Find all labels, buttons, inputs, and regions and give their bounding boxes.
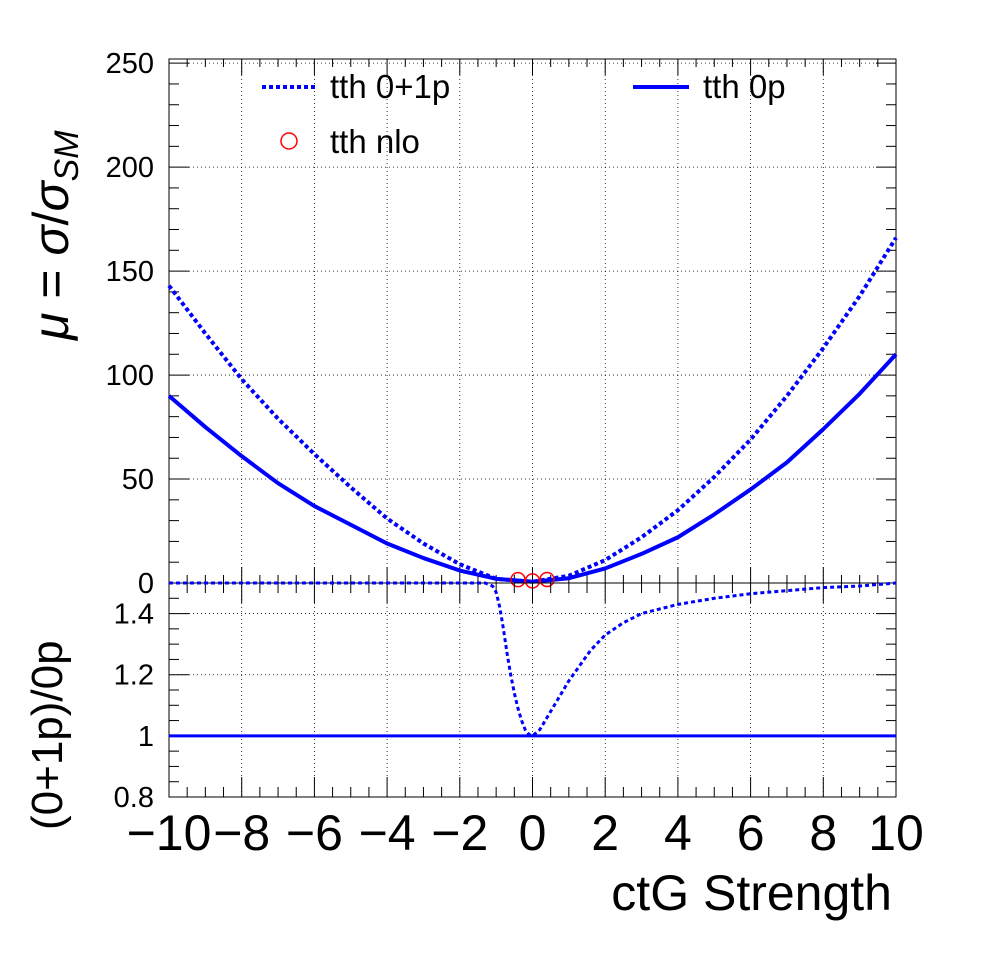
top-ytick-label: 0 <box>138 568 154 600</box>
top-ticks: 0 50 100 150 200 250 <box>106 48 897 600</box>
top-ytick-label: 100 <box>106 360 154 392</box>
top-ytick-label: 200 <box>106 152 154 184</box>
legend-label-2: tth nlo <box>330 123 420 160</box>
bottom-grid <box>169 583 896 797</box>
bottom-ticks: −10 −8 −6 −4 −2 0 2 4 6 8 10 0.8 1 1.2 1.4 <box>114 583 924 861</box>
ratio-line <box>169 581 897 738</box>
series-line-0p <box>167 352 898 584</box>
bottom-ytick-label: 0.8 <box>114 782 154 814</box>
legend-label-1: tth 0p <box>703 68 786 105</box>
xtick-label: 8 <box>809 805 837 861</box>
series-point-nlo <box>539 571 555 588</box>
xtick-label: 10 <box>868 805 924 861</box>
legend: tth 0+1p tth 0p tth nlo <box>262 68 786 160</box>
xtick-label: −8 <box>213 805 270 861</box>
xtick-label: 0 <box>519 805 547 861</box>
bottom-series <box>169 581 897 738</box>
series-line-0p1p <box>167 236 898 584</box>
bottom-ytick-label: 1 <box>138 721 154 753</box>
top-grid <box>169 59 896 583</box>
legend-marker-circle <box>280 132 298 150</box>
legend-label-0: tth 0+1p <box>330 68 450 105</box>
top-ytick-label: 150 <box>106 256 154 288</box>
top-series <box>167 236 898 589</box>
top-frame <box>168 58 897 584</box>
bottom-y-axis-title: (0+1p)/0p <box>23 640 72 830</box>
bottom-ytick-label: 1.4 <box>114 599 154 631</box>
xtick-label: −10 <box>127 805 212 861</box>
xtick-label: −6 <box>286 805 343 861</box>
bottom-panel: −10 −8 −6 −4 −2 0 2 4 6 8 10 0.8 1 1.2 1.4 (0+1p)/0p c… <box>23 581 924 921</box>
xtick-label: −4 <box>359 805 416 861</box>
xtick-label: 2 <box>591 805 619 861</box>
xtick-label: 6 <box>737 805 765 861</box>
bottom-ytick-label: 1.2 <box>114 660 154 692</box>
x-axis-title: ctG Strength <box>611 865 892 921</box>
top-y-axis-title: μ = σ/σSM <box>23 130 86 342</box>
top-ytick-label: 250 <box>106 48 154 80</box>
xtick-label: 4 <box>664 805 692 861</box>
xtick-label: −2 <box>431 805 488 861</box>
top-ytick-label: 50 <box>122 464 154 496</box>
